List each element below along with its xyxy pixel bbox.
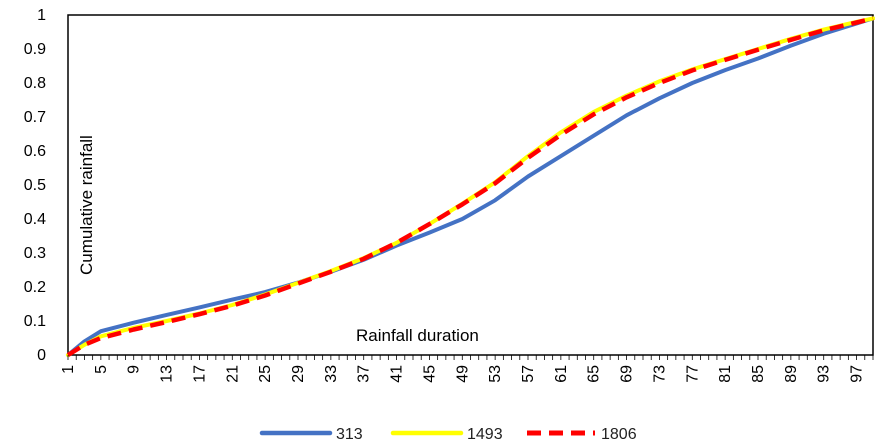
x-tick-label: 93: [816, 365, 833, 383]
y-tick-label: 0.6: [24, 143, 46, 160]
y-tick-label: 0: [37, 347, 46, 364]
y-tick-label: 0.7: [24, 109, 46, 126]
x-tick-label: 89: [783, 365, 800, 383]
x-tick-label: 69: [619, 365, 636, 383]
x-tick-label: 97: [849, 365, 866, 383]
y-tick-label: 0.5: [24, 177, 46, 194]
x-tick-label: 77: [684, 365, 701, 383]
legend-label-313: 313: [336, 426, 363, 443]
x-axis: 1 5 9 13 17 21 25 29 33 37 41 45 49 53 57 61 65 69 73 77 81 8…: [60, 355, 874, 383]
y-tick-label: 0.3: [24, 245, 46, 262]
x-tick-label: 85: [750, 365, 767, 383]
x-tick-label: 73: [651, 365, 668, 383]
x-tick-label: 41: [389, 365, 406, 383]
y-tick-label: 0.2: [24, 279, 46, 296]
series-line-1806: [66, 16, 874, 357]
y-tick-label: 1: [37, 7, 46, 24]
x-tick-label: 21: [224, 365, 241, 383]
x-tick-label: 17: [191, 365, 208, 383]
y-tick-label: 0.9: [24, 41, 46, 58]
x-tick-label: 1: [60, 365, 77, 374]
x-axis-label: Rainfall duration: [356, 326, 479, 345]
y-axis-label: Cumulative rainfall: [77, 135, 96, 275]
y-tick-label: 0.1: [24, 313, 46, 330]
series-line-313: [66, 16, 875, 357]
series-layer: [66, 16, 875, 357]
x-tick-label: 5: [93, 365, 110, 374]
x-tick-label: 9: [126, 365, 143, 374]
x-tick-label: 13: [159, 365, 176, 383]
legend: 313 1493 1806: [259, 426, 637, 443]
x-tick-label: 81: [717, 365, 734, 383]
x-tick-label: 53: [487, 365, 504, 383]
x-tick-label: 65: [586, 365, 603, 383]
x-tick-label: 29: [290, 365, 307, 383]
x-tick-label: 61: [553, 365, 570, 383]
x-tick-label: 57: [520, 365, 537, 383]
y-axis: 0 0.1 0.2 0.3 0.4 0.5 0.6 0.7 0.8 0.9 1: [24, 7, 46, 364]
x-tick-label: 49: [454, 365, 471, 383]
y-tick-label: 0.4: [24, 211, 46, 228]
plot-area: [67, 14, 874, 356]
x-tick-label: 33: [323, 365, 340, 383]
legend-label-1493: 1493: [467, 426, 503, 443]
legend-label-1806: 1806: [601, 426, 637, 443]
x-tick-label: 37: [356, 365, 373, 383]
x-tick-label: 25: [257, 365, 274, 383]
y-tick-label: 0.8: [24, 75, 46, 92]
x-tick-label: 45: [421, 365, 438, 383]
